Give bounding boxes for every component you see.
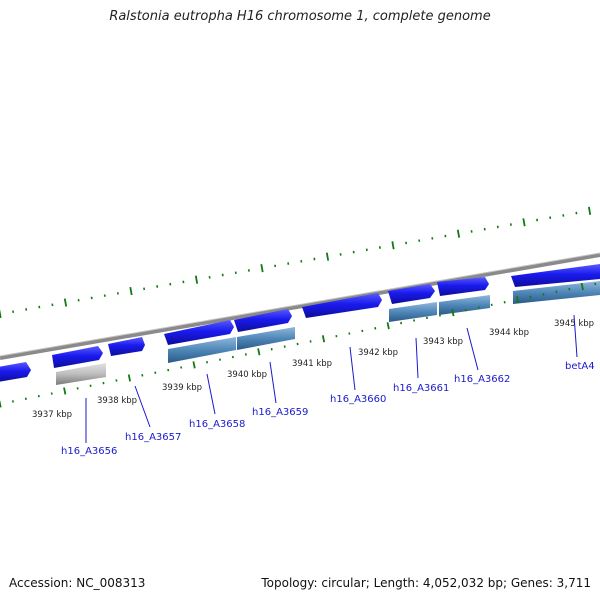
- ruler-tick-mark: [386, 322, 390, 330]
- outer-tick-mark: [391, 241, 395, 250]
- ruler-tick-mark: [63, 387, 67, 395]
- gene-leader-line: [573, 314, 578, 358]
- outer-tick-mark: [194, 275, 199, 284]
- gene-leader-line: [134, 385, 151, 428]
- ruler-label: 3941 kbp: [292, 359, 332, 369]
- ruler-tick-mark: [309, 340, 312, 343]
- ruler-tick-mark: [180, 366, 183, 369]
- gene-feature-bar[interactable]: [389, 302, 437, 322]
- cds-arrow[interactable]: [511, 264, 600, 287]
- chromosome-backbone: [0, 253, 600, 360]
- gene-label-h16-a3656[interactable]: h16_A3656: [61, 446, 117, 457]
- cds-arrow[interactable]: [108, 337, 145, 356]
- ruler-tick-mark: [192, 361, 196, 369]
- ruler-tick-mark: [438, 314, 441, 317]
- gene-label-h16-a3658[interactable]: h16_A3658: [189, 419, 245, 430]
- gene-feature-bar[interactable]: [439, 295, 490, 315]
- ruler-tick-mark: [141, 374, 144, 377]
- ruler-label: 3940 kbp: [227, 370, 267, 380]
- outer-tick-ring: [0, 206, 592, 319]
- gene-label-h16-a3660[interactable]: h16_A3660: [330, 394, 386, 405]
- gene-label-h16-a3661[interactable]: h16_A3661: [393, 383, 449, 394]
- cds-arrow[interactable]: [0, 362, 31, 382]
- ruler-tick-mark: [348, 332, 351, 335]
- ruler-tick-mark: [244, 353, 247, 356]
- ruler-tick-mark: [115, 379, 118, 382]
- ruler-tick-mark: [0, 400, 2, 408]
- ruler-label: 3937 kbp: [32, 410, 72, 420]
- gene-leader-line: [206, 373, 216, 415]
- gene-label-h16-a3662[interactable]: h16_A3662: [454, 374, 510, 385]
- accession-text: Accession: NC_008313: [9, 576, 146, 590]
- ruler-tick-mark: [542, 293, 545, 296]
- gene-feature-bar[interactable]: [237, 327, 295, 350]
- ruler-label: 3939 kbp: [162, 383, 202, 393]
- chromosome-backbone-highlight: [0, 252, 600, 357]
- cds-arrow[interactable]: [164, 320, 234, 345]
- ruler-tick-mark: [477, 306, 480, 309]
- ruler-label: 3943 kbp: [423, 337, 463, 347]
- ruler-tick-mark: [76, 387, 79, 390]
- ruler-tick-mark: [374, 327, 377, 330]
- pseudo-gene-bar[interactable]: [56, 363, 106, 385]
- outer-tick-mark: [0, 309, 2, 319]
- outer-tick-mark: [456, 229, 461, 238]
- outer-tick-mark: [588, 206, 592, 215]
- gene-leader-line: [415, 337, 419, 379]
- outer-tick-mark: [129, 286, 133, 296]
- gene-leader-line: [349, 346, 356, 391]
- genome-summary-text: Topology: circular; Length: 4,052,032 bp…: [261, 576, 591, 590]
- cds-arrow[interactable]: [388, 284, 435, 304]
- ruler-tick-mark: [580, 282, 584, 291]
- ruler-tick-mark: [11, 400, 14, 403]
- gene-label-beta4[interactable]: betA4: [565, 361, 595, 372]
- ruler-tick-mark: [127, 374, 131, 382]
- outer-tick-mark: [63, 298, 68, 307]
- cds-arrow[interactable]: [234, 309, 292, 332]
- ruler-tick-mark: [451, 309, 455, 317]
- ruler-tick-mark: [321, 335, 326, 343]
- ruler-tick-mark: [516, 296, 520, 304]
- gene-feature-bar[interactable]: [168, 337, 236, 363]
- inner-ruler: [0, 282, 597, 408]
- outer-tick-mark: [522, 218, 526, 227]
- ruler-tick-mark: [257, 348, 261, 356]
- ruler-tick-mark: [568, 287, 571, 291]
- gene-label-h16-a3659[interactable]: h16_A3659: [252, 407, 308, 418]
- ruler-tick-mark: [50, 392, 53, 395]
- ruler-label: 3942 kbp: [358, 348, 398, 358]
- ruler-tick-mark: [413, 319, 416, 322]
- ruler-label: 3944 kbp: [489, 328, 529, 338]
- cds-arrow: [52, 346, 103, 368]
- ruler-label: 3938 kbp: [97, 396, 137, 406]
- ruler-label: 3945 kbp: [554, 319, 594, 329]
- ruler-tick-mark: [503, 301, 506, 304]
- outer-tick-mark: [325, 252, 330, 261]
- gene-leader-line: [466, 327, 479, 371]
- gene-leader-line: [269, 361, 277, 404]
- gene-label-h16-a3657[interactable]: h16_A3657: [125, 432, 181, 443]
- map-title: Ralstonia eutropha H16 chromosome 1, com…: [109, 9, 491, 24]
- cds-arrow[interactable]: [302, 293, 382, 318]
- outer-tick-mark: [260, 264, 264, 273]
- cds-arrow[interactable]: [437, 277, 489, 296]
